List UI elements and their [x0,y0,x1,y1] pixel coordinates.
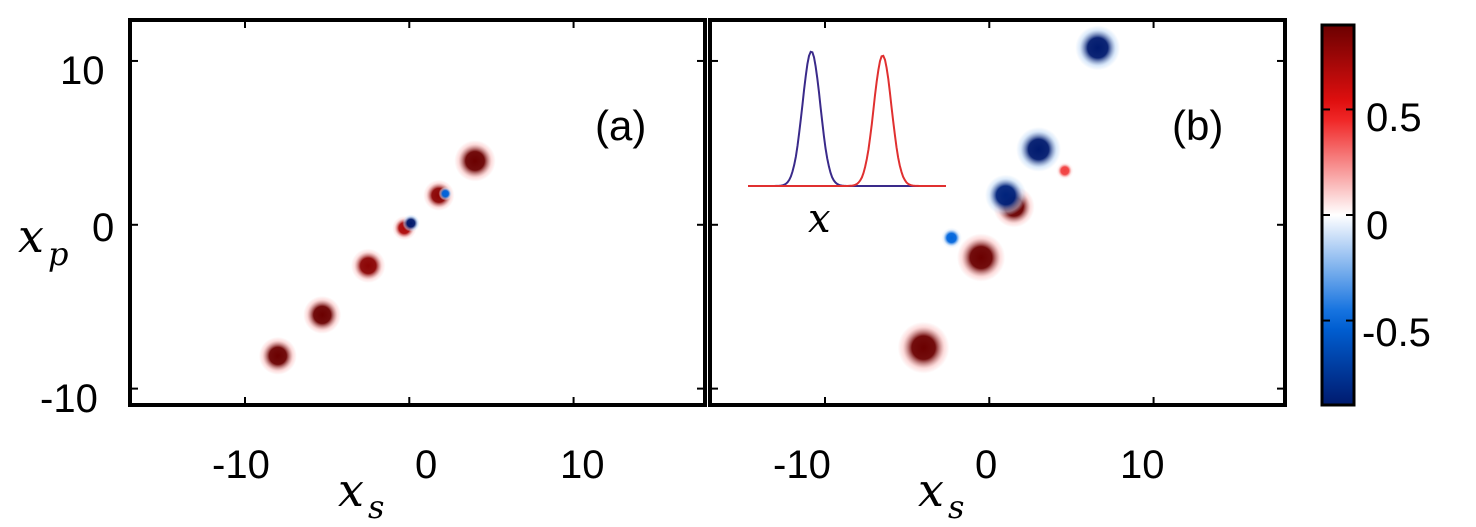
y-axis-label-sub: p [48,235,68,273]
heatmap-blob [985,174,1027,216]
x-tick-label: 0 [975,443,997,487]
x-axis-label-sub: s [368,488,384,526]
panel-a-background [130,20,705,405]
colorbar-ticks [1322,108,1354,322]
heatmap-blob [941,227,962,249]
inset-series-red [748,54,946,187]
heatmap-blob [402,214,420,232]
panel-a: (a) [128,18,707,407]
panel-b-ticks [710,20,1285,405]
heatmap-blob [438,186,453,201]
heatmap-blob [1056,162,1074,180]
inset-x-axis-label: x [808,196,831,242]
heatmap-blob [1075,25,1121,71]
x-tick-label: 10 [1120,443,1165,487]
panel-a-label: (a) [595,102,646,149]
heatmap-blob [454,140,496,182]
heatmap-blob [303,295,342,334]
panel-a-y-tick-labels: 10 0 -10 [40,49,114,421]
heatmap-blob [258,336,297,375]
x-tick-label: -10 [773,443,831,487]
x-axis-label-sub: s [948,488,964,526]
panel-a-x-tick-labels: -10 0 10 [212,443,605,487]
heatmap-blob [897,321,950,374]
panel-a-heatmap [258,140,496,375]
panel-b: (b) x [708,18,1287,407]
y-axis-label-main: x [18,209,44,263]
x-tick-label: 0 [415,443,437,487]
x-tick-label: 10 [560,443,605,487]
panel-b-heatmap [897,25,1121,374]
panel-b-inset [748,50,946,187]
x-axis-label-main: x [918,463,944,517]
x-axis-label-main: x [338,463,364,517]
y-tick-label: -10 [40,377,98,421]
colorbar: 0.5 0 -0.5 [1320,23,1431,407]
panel-a-ticks [130,20,705,405]
colorbar-tick-label: -0.5 [1362,311,1431,355]
y-tick-label: 0 [92,206,114,250]
y-tick-label: 10 [60,49,105,93]
colorbar-tick-label: 0.5 [1366,96,1422,140]
panel-b-label: (b) [1172,102,1223,149]
panel-a-x-axis-label: x s [338,463,384,526]
x-tick-label: -10 [212,443,270,487]
heatmap-blob [956,233,1006,282]
panel-b-x-axis-label: x s [918,463,964,526]
panel-b-x-tick-labels: -10 0 10 [773,443,1165,487]
panel-a-frame [128,18,707,407]
heatmap-blob [350,248,386,283]
colorbar-tick-label: 0 [1366,204,1388,248]
y-axis-label: x p [18,209,68,273]
panel-b-frame [708,18,1287,407]
heatmap-blob [1016,127,1061,172]
